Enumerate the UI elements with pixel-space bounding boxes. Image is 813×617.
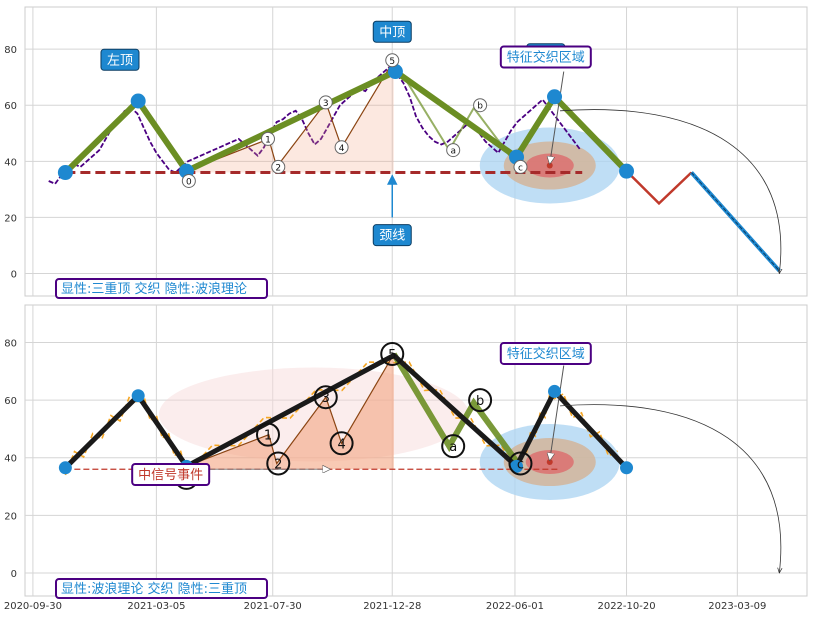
top-marker [548,384,562,398]
wave-label-b: b [477,102,483,112]
wave-label-a: a [450,147,456,157]
top-panel: 020406080012345abc左顶中顶右顶特征交织区域颈线显性:三重顶 交… [4,6,808,299]
plot-area [24,6,808,297]
wave-correction-line [392,59,519,168]
wave-label-circle [446,143,461,158]
annotation-box [131,462,211,486]
x-tick-label: 2020-09-30 [4,601,62,612]
wave-label-circle [508,451,533,476]
top-marker [130,93,146,109]
annotation-box [372,20,412,43]
footer-label: 显性:三重顶 交织 隐性:波浪理论 [61,281,247,297]
wave-label-2: 2 [274,457,282,472]
annotation-label: 特征交织区域 [507,50,585,66]
wave-correction-line [391,352,521,466]
top-marker [510,459,524,473]
wave-label-circle [318,95,333,110]
y-tick-label: 80 [4,45,17,56]
annotation-box [499,45,592,69]
wave-label-circle [181,173,196,188]
wave-label-c: c [518,163,523,173]
top-marker [58,461,72,475]
wave-label-circle [313,385,338,410]
footer-box [55,578,268,599]
wave-label-circle [255,422,280,447]
wave-label-circle [329,431,354,456]
y-tick-label: 40 [4,157,17,168]
wave-label-3: 3 [322,391,330,406]
y-tick-label: 20 [4,511,17,522]
wave-label-circle [271,159,286,174]
wave-label-3: 3 [323,99,329,109]
wave-label-circle [266,451,291,476]
annotation-label: 颈线 [379,229,405,244]
wave-label-1: 1 [264,429,272,444]
annotation-label: 中顶 [379,25,405,40]
zone-pointer-arrow [550,71,565,164]
x-tick-label: 2021-07-30 [244,601,302,612]
wave-label-circle [380,341,405,366]
projection-curve-arrow [560,404,781,573]
plot-area [24,304,808,597]
top-marker [131,389,145,403]
wave-label-circle [468,388,493,413]
wave-label-4: 4 [339,144,345,154]
wave-label-0: 0 [186,177,192,187]
y-tick-label: 0 [11,270,17,281]
wave-impulse-line [186,59,395,172]
wave-label-5: 5 [388,348,396,363]
wave-impulse-line [186,353,395,467]
bottom-panel: 0 20 40 60 80 2020-09-30 2021-03-05 2021-07-30 2… [4,304,808,612]
wave-label-circle [513,159,528,174]
x-tick-label: 2022-06-01 [486,601,544,612]
footer-label: 显性:波浪理论 交织 隐性:三重顶 [61,581,247,597]
annotation-box [372,224,412,247]
wave-label-2: 2 [275,163,281,173]
x-tick-label: 2023-03-09 [708,601,766,612]
wave-label-b: b [476,394,484,409]
projection-red [625,170,693,206]
x-tick-label: 2021-12-28 [363,601,421,612]
wave-label-4: 4 [337,437,345,452]
wave-label-circle [473,98,488,113]
projection-blue-core [691,172,780,272]
wave-label-a: a [449,440,457,455]
price-series [48,64,582,185]
top-marker [57,165,73,181]
wave-label-circle [385,53,400,68]
y-tick-label: 20 [4,213,17,224]
top-marker [387,64,403,80]
annotation-label: 特征交织区域 [507,346,585,362]
x-tick-label: 2021-03-05 [127,601,185,612]
zone-pointer-arrow [550,365,565,461]
annotation-box [100,48,140,71]
wave-label-1: 1 [265,135,271,145]
top-marker [620,461,634,475]
footer-box [55,278,268,299]
wave-label-c: c [517,457,524,472]
top-marker [619,163,635,179]
y-tick-label: 60 [4,101,17,112]
projection-curve-arrow [560,109,781,274]
y-tick-label: 40 [4,454,17,465]
y-tick-label: 60 [4,396,17,407]
annotation-label: 左顶 [107,53,133,68]
y-tick-label: 80 [4,338,17,349]
top-marker [547,89,563,105]
annotation-box [499,341,592,365]
annotation-label: 中信号事件 [138,468,203,483]
wave-label-circle [441,434,466,459]
y-tick-label: 0 [11,569,17,580]
wave-label-5: 5 [389,57,395,67]
wave-label-circle [260,131,275,146]
x-tick-label: 2022-10-20 [597,601,655,612]
wave-label-circle [334,140,349,155]
